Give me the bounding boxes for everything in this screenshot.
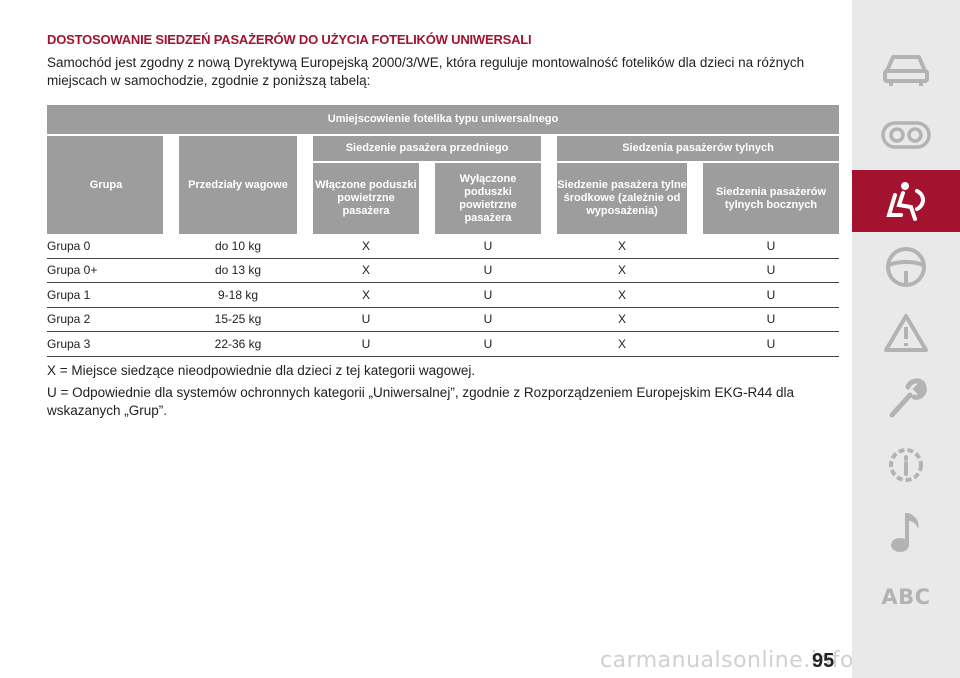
table-row: Grupa 3 22-36 kg U U X U — [47, 332, 839, 357]
car-icon[interactable] — [852, 38, 960, 100]
table-row: Grupa 0 do 10 kg X U X U — [47, 234, 839, 259]
front-seat-header: Siedzenie pasażera przedniego — [313, 136, 541, 163]
table-top-header: Umiejscowienie fotelika typu uniwersalne… — [47, 105, 839, 136]
legend-u: U = Odpowiednie dla systemów ochronnych … — [47, 385, 794, 418]
abc-label: ABC — [881, 585, 931, 609]
intro-paragraph: Samochód jest zgodny z nową Dyrektywą Eu… — [47, 55, 805, 88]
steering-wheel-icon[interactable] — [852, 236, 960, 298]
warning-triangle-icon[interactable] — [852, 302, 960, 364]
table-row: Grupa 0+ do 13 kg X U X U — [47, 258, 839, 283]
manual-page: DOSTOSOWANIE SIEDZEŃ PASAŻERÓW DO UŻYCIA… — [47, 32, 839, 418]
section-title: DOSTOSOWANIE SIEDZEŃ PASAŻERÓW DO UŻYCIA… — [47, 32, 532, 47]
seat-airbag-icon[interactable] — [852, 170, 960, 232]
rear-center-header: Siedzenie pasażera tylne środkowe (zależ… — [557, 163, 687, 234]
rear-side-header: Siedzenia pasażerów tylnych bocznych — [703, 163, 839, 234]
page-number: 95 — [812, 650, 835, 672]
abc-index[interactable]: ABC — [852, 566, 960, 628]
watermark: carmanualsonline.info — [600, 648, 854, 673]
info-gear-icon[interactable] — [852, 434, 960, 496]
airbag-off-header: Wyłączone poduszki powietrzne pasażera — [435, 163, 541, 234]
table-row: Grupa 1 9-18 kg X U X U — [47, 283, 839, 308]
weight-header: Przedziały wagowe — [179, 136, 297, 234]
airbag-on-header: Włączone poduszki powietrzne pasażera — [313, 163, 419, 234]
dashboard-icon[interactable] — [852, 104, 960, 166]
child-seat-table: Umiejscowienie fotelika typu uniwersalne… — [47, 105, 839, 357]
legend-x: X = Miejsce siedzące nieodpowiednie dla … — [47, 363, 476, 378]
wrench-icon[interactable] — [852, 368, 960, 430]
rear-seats-header: Siedzenia pasażerów tylnych — [557, 136, 839, 163]
chapter-sidebar: ABC — [852, 0, 960, 678]
group-header: Grupa — [47, 136, 163, 234]
music-note-icon[interactable] — [852, 500, 960, 562]
table-row: Grupa 2 15-25 kg U U X U — [47, 307, 839, 332]
